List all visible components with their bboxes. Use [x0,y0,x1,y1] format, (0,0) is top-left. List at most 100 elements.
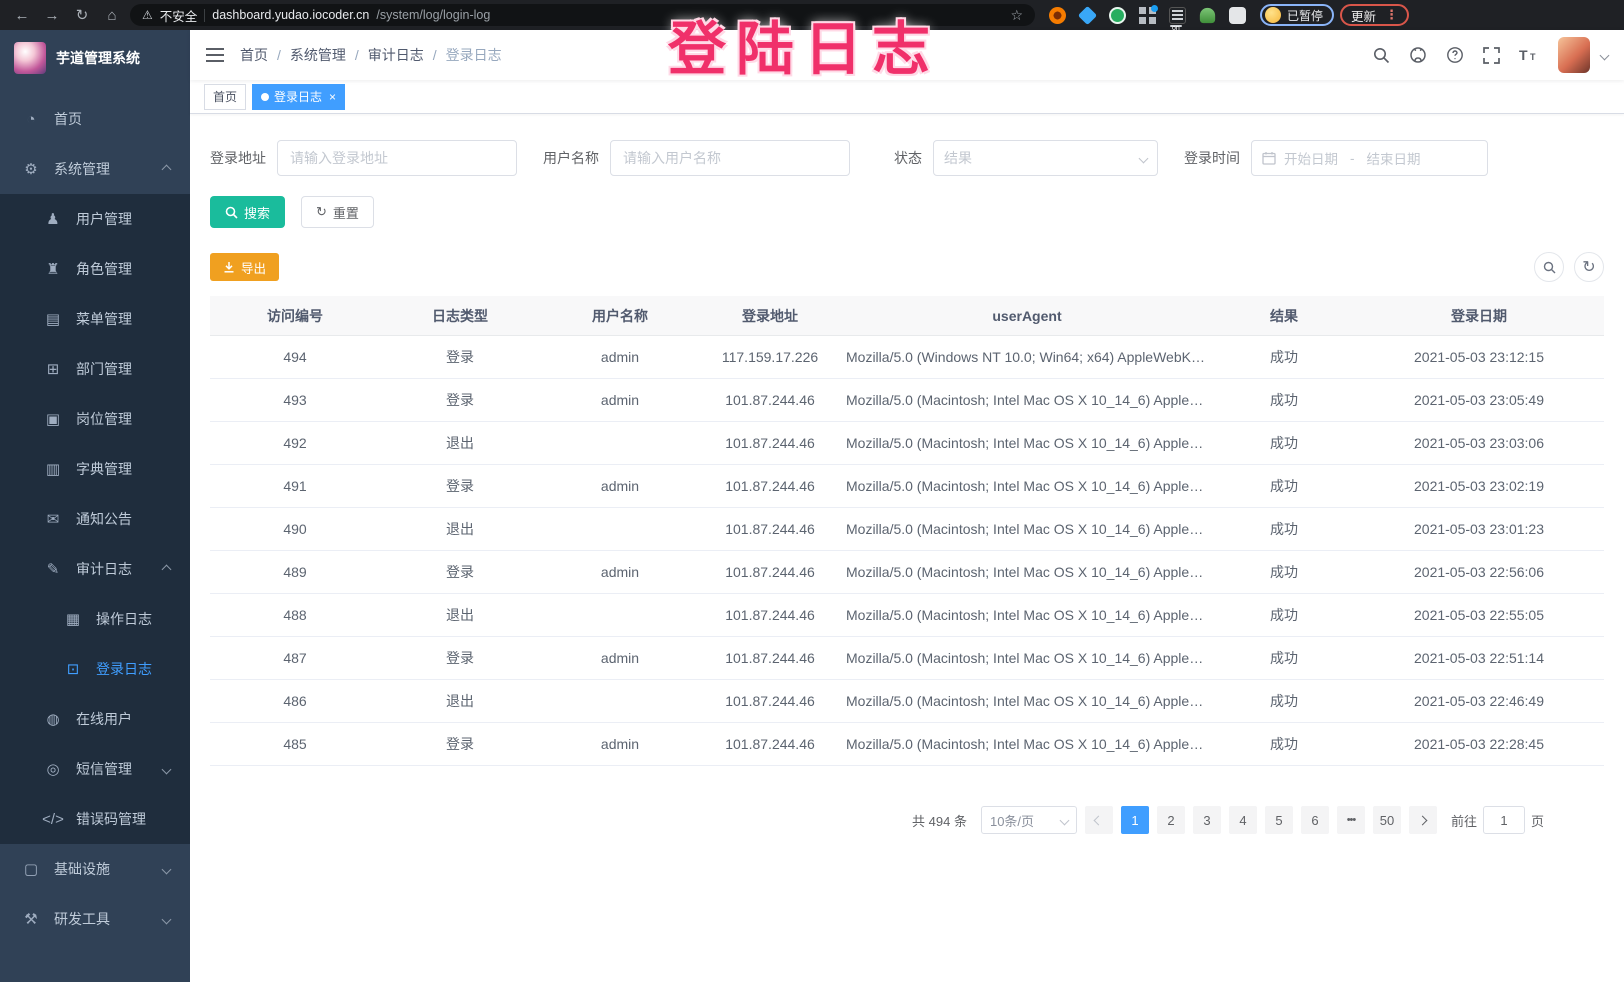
sidebar-item-department-management[interactable]: ⊞ 部门管理 [0,344,190,394]
hamburger-icon[interactable] [206,48,224,62]
tab-home[interactable]: 首页 [204,83,247,110]
svg-text:T: T [1530,52,1536,62]
table-row[interactable]: 490 退出 101.87.244.46 Mozilla/5.0 (Macintosh… [210,508,1604,551]
sidebar-item-operation-log[interactable]: ▦ 操作日志 [0,594,190,644]
sidebar-item-user-management[interactable]: ♟ 用户管理 [0,194,190,244]
pages-ellipsis[interactable]: ••• [1336,806,1365,834]
browser-menu-kebab-icon[interactable]: ⋮ [1385,7,1399,22]
sidebar-item-dev-tools[interactable]: ⚒ 研发工具 [0,894,190,944]
prev-page-button[interactable] [1084,806,1113,834]
notification-dot [1151,4,1158,12]
table-body: 494 登录 admin 117.159.17.226 Mozilla/5.0 (Win… [210,336,1604,766]
col-header-log-type: 日志类型 [432,307,488,324]
chevron-down-icon[interactable] [1599,50,1610,60]
page-button-6[interactable]: 6 [1300,806,1329,834]
chevron-up-icon [161,564,172,574]
status-select[interactable]: 结果 [933,140,1158,176]
refresh-table-button[interactable]: ↻ [1574,252,1604,282]
gear-icon: ⚙ [24,161,38,178]
magnifier-icon [225,206,238,219]
table-row[interactable]: 485 登录 admin 101.87.244.46 Mozilla/5.0 (Maci… [210,723,1604,766]
page-button-5[interactable]: 5 [1264,806,1293,834]
error-code-icon: </> [42,810,64,828]
sidebar-item-label: 在线用户 [76,711,132,727]
browser-address-bar[interactable]: ⚠ 不安全 dashboard.yudao.iocoder.cn/system/… [130,4,1035,26]
table-row[interactable]: 486 退出 101.87.244.46 Mozilla/5.0 (Macintosh… [210,680,1604,723]
help-icon[interactable] [1446,46,1464,64]
extension-green-icon[interactable] [1109,6,1126,24]
browser-profile-avatar [1265,7,1281,23]
sidebar-item-infrastructure[interactable]: ▢ 基础设施 [0,844,190,894]
goto-page-input[interactable] [1482,806,1525,834]
page-button-2[interactable]: 2 [1156,806,1185,834]
cell-user-agent: Mozilla/5.0 (Macintosh; Intel Mac OS X 1… [846,736,1214,752]
sidebar-item-online-users[interactable]: ◍ 在线用户 [0,694,190,744]
browser-back-icon[interactable]: ← [14,6,30,24]
tab-login-log[interactable]: 登录日志 × [252,83,346,110]
cell-login-date: 2021-05-03 22:46:49 [1414,693,1544,709]
sidebar-item-post-management[interactable]: ▣ 岗位管理 [0,394,190,444]
login-address-input[interactable] [277,140,517,176]
chevron-down-icon [1138,153,1149,163]
sidebar-item-home[interactable]: ◔ 首页 [0,94,190,144]
breadcrumb-item[interactable]: 首页 [240,47,268,63]
cell-username: admin [600,564,640,580]
breadcrumb-item[interactable]: 系统管理 [289,47,346,63]
search-button[interactable]: 搜索 [210,196,286,228]
sidebar-item-login-log[interactable]: ⊡ 登录日志 [0,644,190,694]
extensions-puzzle-icon[interactable] [1229,6,1246,24]
extension-grid-icon[interactable] [1139,4,1158,24]
fullscreen-icon[interactable] [1483,46,1500,64]
sidebar-item-dictionary-management[interactable]: ▥ 字典管理 [0,444,190,494]
sidebar-item-system-management[interactable]: ⚙ 系统管理 [0,144,190,194]
sidebar-item-label: 操作日志 [96,611,152,627]
table-row[interactable]: 491 登录 admin 101.87.244.46 Mozilla/5.0 (Maci… [210,465,1604,508]
cell-log-type: 退出 [446,607,474,623]
table-row[interactable]: 494 登录 admin 117.159.17.226 Mozilla/5.0 (Win… [210,336,1604,379]
table-row[interactable]: 488 退出 101.87.244.46 Mozilla/5.0 (Macintosh… [210,594,1604,637]
bookmark-star-icon[interactable]: ☆ [1010,6,1023,23]
breadcrumb-item[interactable]: 审计日志 [367,47,424,63]
page-size-select[interactable]: 10条/页 [980,806,1077,834]
toggle-search-button[interactable] [1534,252,1564,282]
sidebar-item-menu-management[interactable]: ▤ 菜单管理 [0,294,190,344]
cell-log-type: 登录 [446,478,474,494]
extension-proxy-icon[interactable]: on [1169,6,1186,32]
reset-button[interactable]: ↻ 重置 [301,196,374,228]
page-button-3[interactable]: 3 [1192,806,1221,834]
browser-update-chip[interactable]: 更新 ⋮ [1340,4,1410,26]
table-row[interactable]: 493 登录 admin 101.87.244.46 Mozilla/5.0 (Maci… [210,379,1604,422]
sidebar-item-role-management[interactable]: ♜ 角色管理 [0,244,190,294]
github-icon[interactable] [1409,46,1427,64]
extension-gem-icon[interactable] [1077,5,1098,25]
search-icon[interactable] [1373,47,1390,64]
profile-paused-chip[interactable]: 已暂停 [1260,4,1335,26]
sidebar-item-error-code-management[interactable]: </> 错误码管理 [0,794,190,844]
extension-plant-icon[interactable] [1199,7,1216,23]
col-header-id: 访问编号 [267,307,323,324]
browser-forward-icon[interactable]: → [44,6,60,24]
table-row[interactable]: 489 登录 admin 101.87.244.46 Mozilla/5.0 (Maci… [210,551,1604,594]
extension-orange-icon[interactable] [1049,6,1066,24]
browser-home-icon[interactable]: ⌂ [107,6,117,24]
login-time-range-picker[interactable]: 开始日期 - 结束日期 [1251,140,1488,176]
breadcrumb-current: 登录日志 [445,47,502,63]
page-button-4[interactable]: 4 [1228,806,1257,834]
browser-reload-icon[interactable]: ↻ [75,7,89,24]
page-button-50[interactable]: 50 [1372,806,1401,834]
close-icon[interactable]: × [329,89,337,104]
next-page-button[interactable] [1408,806,1437,834]
sidebar-item-notice-announcement[interactable]: ✉ 通知公告 [0,494,190,544]
sidebar-item-sms-management[interactable]: ◎ 短信管理 [0,744,190,794]
table-row[interactable]: 492 退出 101.87.244.46 Mozilla/5.0 (Macintosh… [210,422,1604,465]
cell-username: admin [600,650,640,666]
page-button-1[interactable]: 1 [1120,806,1149,834]
user-avatar[interactable] [1558,37,1590,73]
export-button[interactable]: 导出 [210,253,280,281]
table-row[interactable]: 487 登录 admin 101.87.244.46 Mozilla/5.0 (Maci… [210,637,1604,680]
username-input[interactable] [610,140,850,176]
sidebar-item-audit-log[interactable]: ✎ 审计日志 [0,544,190,594]
cell-result: 成功 [1270,736,1298,752]
